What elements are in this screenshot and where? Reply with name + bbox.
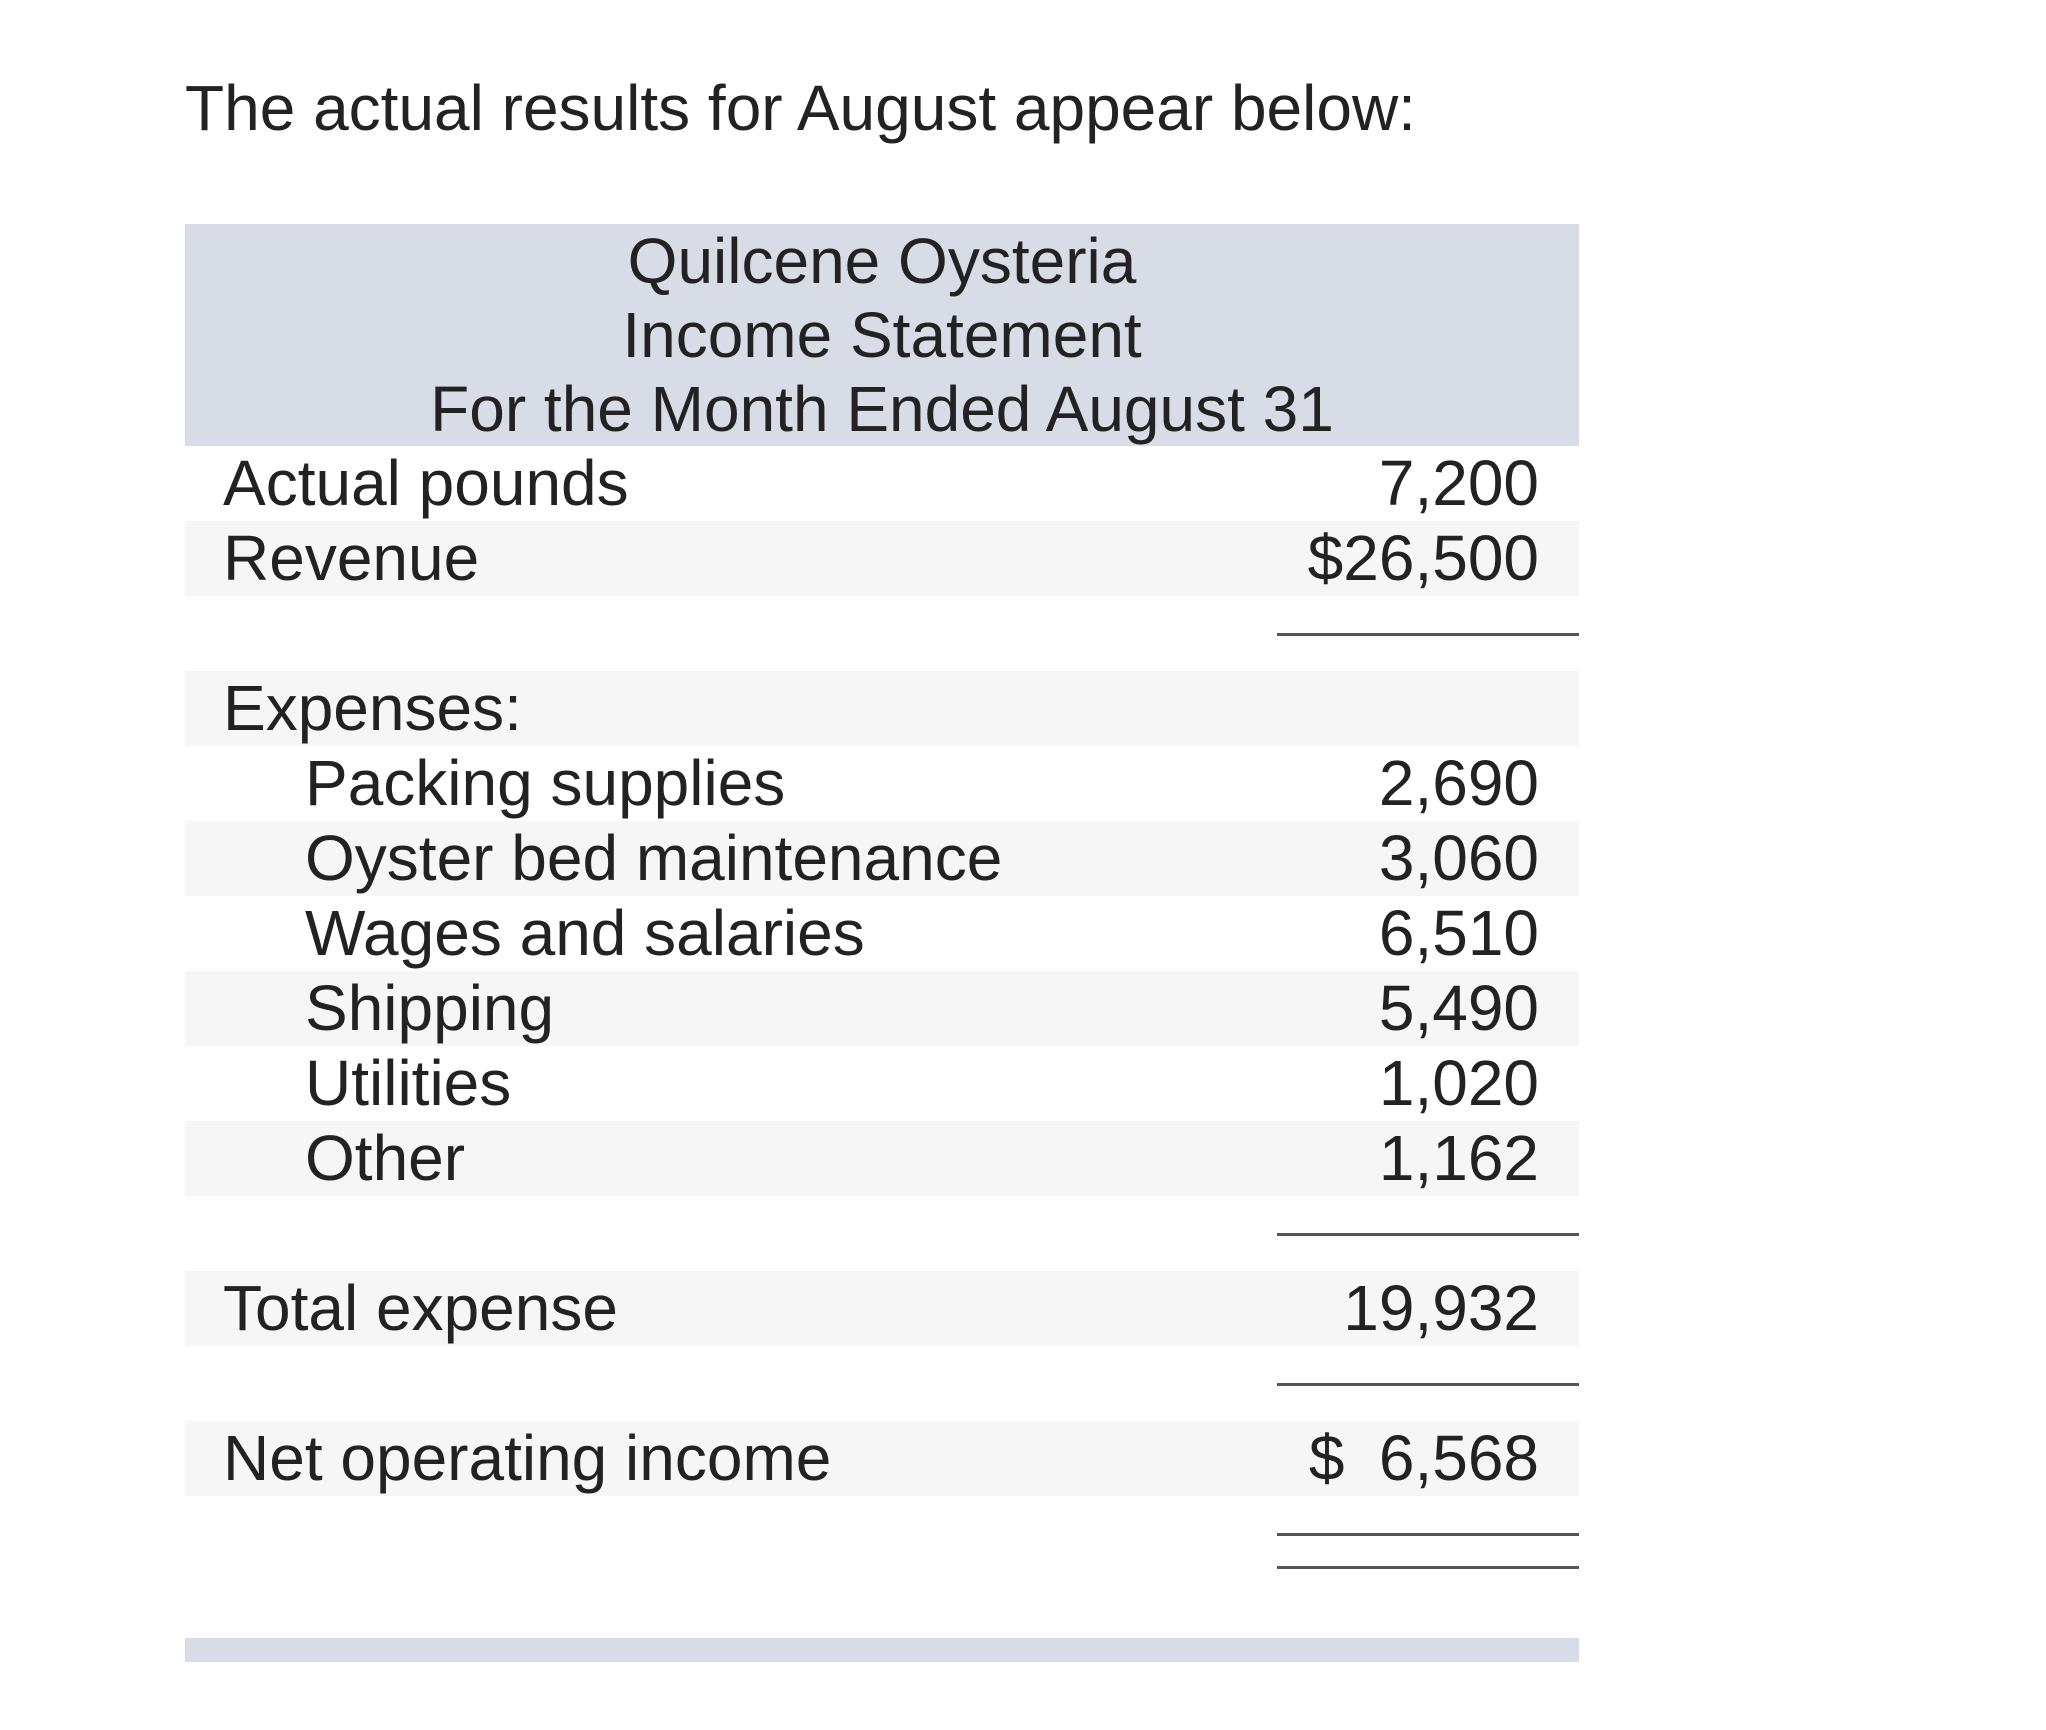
net-operating-income-value: $6,568 xyxy=(1309,1421,1539,1496)
statement-period: For the Month Ended August 31 xyxy=(430,373,1334,445)
total-expense-value: 19,932 xyxy=(1343,1272,1539,1344)
net-operating-income-row: Net operating income $6,568 xyxy=(185,1421,1579,1496)
table-footer-bar xyxy=(185,1638,1579,1662)
intro-text: The actual results for August appear bel… xyxy=(185,72,1416,144)
expense-row: Utilities 1,020 xyxy=(185,1046,1579,1121)
company-name: Quilcene Oysteria xyxy=(627,225,1137,297)
expense-value: 5,490 xyxy=(1378,972,1539,1044)
total-expense-row: Total expense 19,932 xyxy=(185,1271,1579,1346)
expenses-underline-row xyxy=(185,1196,1579,1271)
statement-header: Quilcene Oysteria Income Statement For t… xyxy=(185,224,1579,446)
expense-row: Shipping 5,490 xyxy=(185,971,1579,1046)
expense-row: Other 1,162 xyxy=(185,1121,1579,1196)
double-underline-top xyxy=(1277,1533,1579,1536)
actual-pounds-label: Actual pounds xyxy=(223,447,629,519)
statement-title: Income Statement xyxy=(622,299,1142,371)
expenses-underline xyxy=(1277,1233,1579,1236)
net-operating-income-amount: 6,568 xyxy=(1378,1422,1539,1494)
revenue-value: $26,500 xyxy=(1307,522,1539,594)
total-expense-label: Total expense xyxy=(223,1272,618,1344)
income-statement-table: Quilcene Oysteria Income Statement For t… xyxy=(185,224,1579,1571)
expense-row: Packing supplies 2,690 xyxy=(185,746,1579,821)
expense-label: Utilities xyxy=(305,1047,512,1119)
expense-label: Oyster bed maintenance xyxy=(305,822,1003,894)
expense-row: Wages and salaries 6,510 xyxy=(185,896,1579,971)
expense-value: 6,510 xyxy=(1378,897,1539,969)
expense-row: Oyster bed maintenance 3,060 xyxy=(185,821,1579,896)
expenses-heading-row: Expenses: xyxy=(185,671,1579,746)
total-underline-row xyxy=(185,1346,1579,1421)
double-underline-bottom xyxy=(1277,1566,1579,1569)
expense-value: 3,060 xyxy=(1378,822,1539,894)
expenses-heading: Expenses: xyxy=(223,672,522,744)
actual-pounds-row: Actual pounds 7,200 xyxy=(185,446,1579,521)
revenue-underline xyxy=(1277,633,1579,636)
currency-symbol: $ xyxy=(1308,1422,1345,1494)
revenue-row: Revenue $26,500 xyxy=(185,521,1579,596)
double-underline-row xyxy=(185,1496,1579,1571)
expense-label: Packing supplies xyxy=(305,747,786,819)
expense-label: Other xyxy=(305,1122,466,1194)
expense-value: 1,020 xyxy=(1378,1047,1539,1119)
revenue-label: Revenue xyxy=(223,522,480,594)
expense-value: 2,690 xyxy=(1378,747,1539,819)
actual-pounds-value: 7,200 xyxy=(1378,447,1539,519)
expense-label: Wages and salaries xyxy=(305,897,865,969)
revenue-underline-row xyxy=(185,596,1579,671)
net-operating-income-label: Net operating income xyxy=(223,1422,832,1494)
expense-value: 1,162 xyxy=(1378,1122,1539,1194)
total-underline xyxy=(1277,1383,1579,1386)
expense-label: Shipping xyxy=(305,972,555,1044)
